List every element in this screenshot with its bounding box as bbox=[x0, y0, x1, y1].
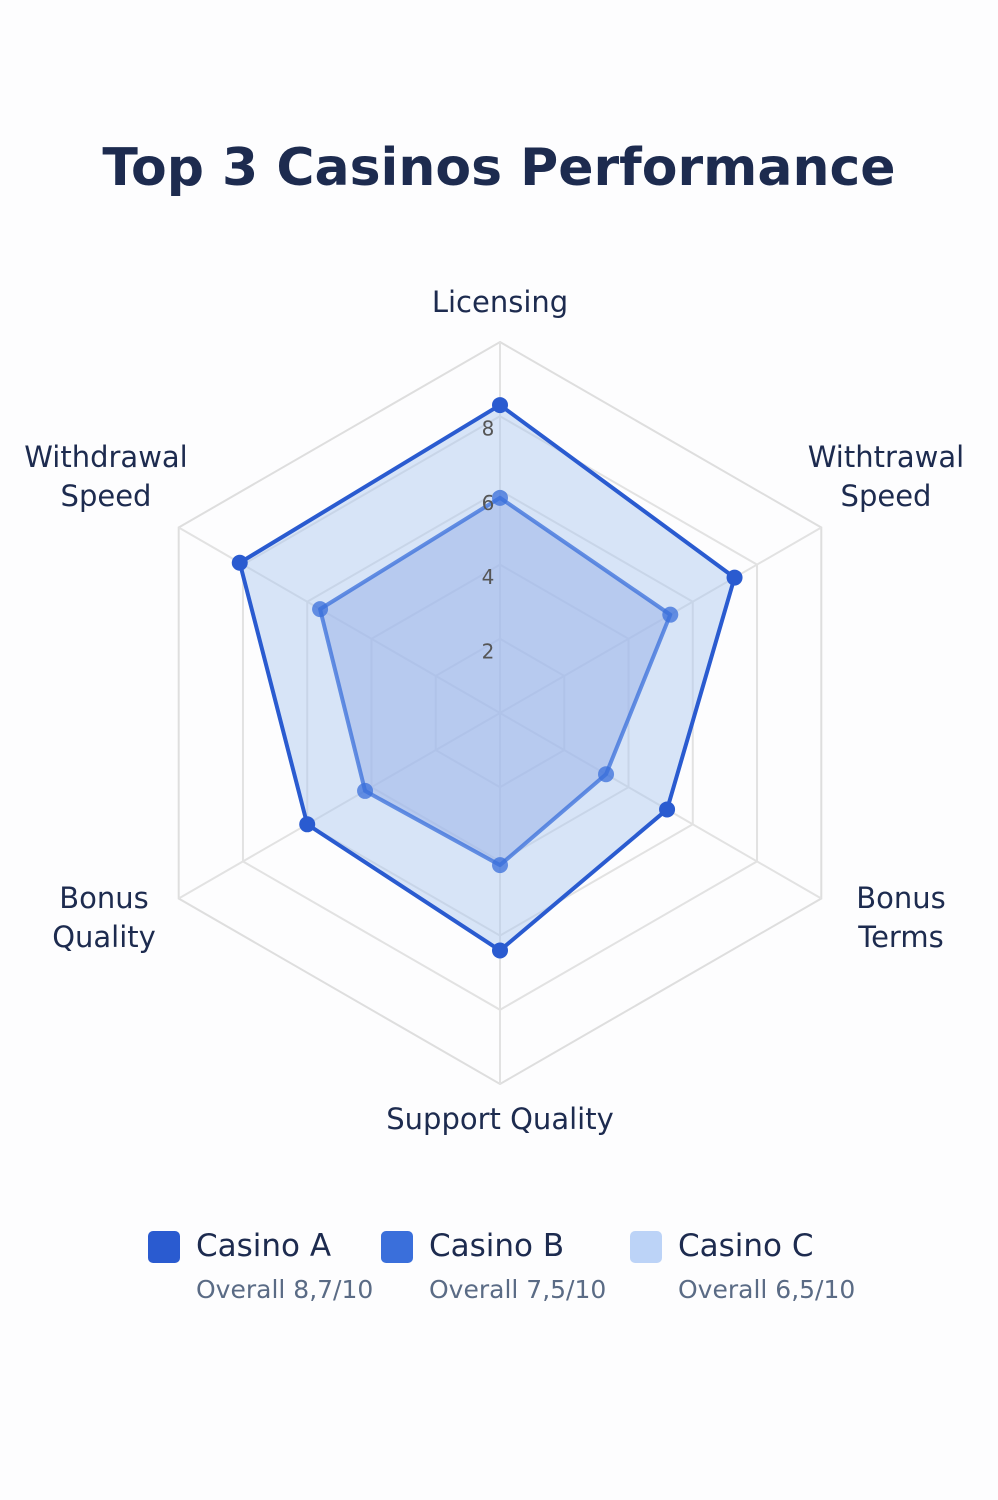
data-point bbox=[231, 554, 248, 571]
data-point bbox=[598, 766, 615, 783]
legend-label: Casino B bbox=[429, 1228, 565, 1264]
legend-label: Casino C bbox=[678, 1228, 814, 1264]
legend-swatch bbox=[381, 1231, 413, 1263]
legend-swatch bbox=[148, 1231, 180, 1263]
legend-note: Overall 7,5/10 bbox=[429, 1275, 607, 1304]
data-point bbox=[726, 569, 743, 586]
axis-label: Bonus Quality bbox=[52, 881, 156, 954]
axis-label: Withtrawal Speed bbox=[807, 440, 965, 513]
data-point bbox=[299, 816, 316, 833]
r-tick-label: 8 bbox=[482, 417, 495, 441]
data-point bbox=[312, 601, 329, 618]
legend-label: Casino A bbox=[196, 1228, 332, 1264]
legend-swatch bbox=[630, 1231, 662, 1263]
data-point bbox=[492, 857, 508, 874]
axis-label: Withdrawal Speed bbox=[24, 440, 188, 513]
r-tick-label: 4 bbox=[482, 565, 495, 589]
data-point bbox=[659, 801, 676, 818]
data-point bbox=[662, 606, 679, 623]
chart-title: Top 3 Casinos Performance bbox=[102, 138, 896, 198]
data-point bbox=[492, 942, 508, 959]
axis-label: Licensing bbox=[431, 285, 569, 319]
grid-ring bbox=[306, 489, 694, 937]
legend-note: Overall 6,5/10 bbox=[678, 1275, 856, 1304]
axis-label: Bonus Terms bbox=[856, 881, 946, 954]
r-tick-label: 6 bbox=[482, 491, 495, 515]
data-point bbox=[492, 489, 508, 506]
axis-label: Support Quality bbox=[386, 1102, 614, 1136]
r-tick-label: 2 bbox=[482, 639, 495, 663]
data-point bbox=[492, 397, 508, 414]
legend-note: Overall 8,7/10 bbox=[196, 1275, 374, 1304]
data-point bbox=[357, 782, 374, 799]
